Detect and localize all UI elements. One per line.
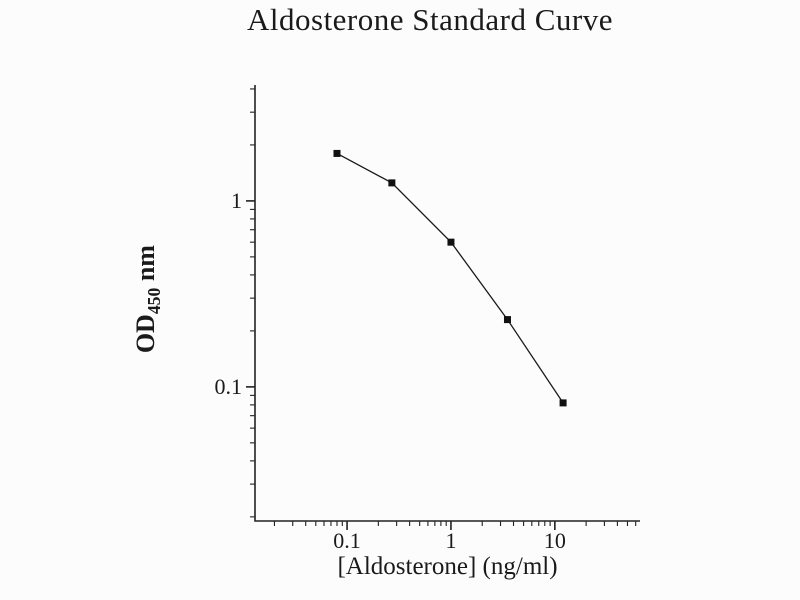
x-tick-label: 1 [445, 528, 456, 553]
x-tick-label: 10 [544, 528, 566, 553]
data-point-marker [447, 238, 455, 246]
x-tick-label: 0.1 [333, 528, 361, 553]
x-axis-label: [Aldosterone] (ng/ml) [337, 553, 558, 580]
chart-title: Aldosterone Standard Curve [247, 2, 613, 37]
data-point-marker [559, 399, 567, 407]
data-point-marker [333, 149, 341, 157]
data-point-marker [388, 179, 396, 187]
axis-spines [254, 85, 640, 522]
y-tick-label: 0.1 [215, 374, 243, 399]
y-tick-label: 1 [231, 188, 242, 213]
data-line [336, 152, 564, 404]
data-point-marker [503, 316, 511, 324]
